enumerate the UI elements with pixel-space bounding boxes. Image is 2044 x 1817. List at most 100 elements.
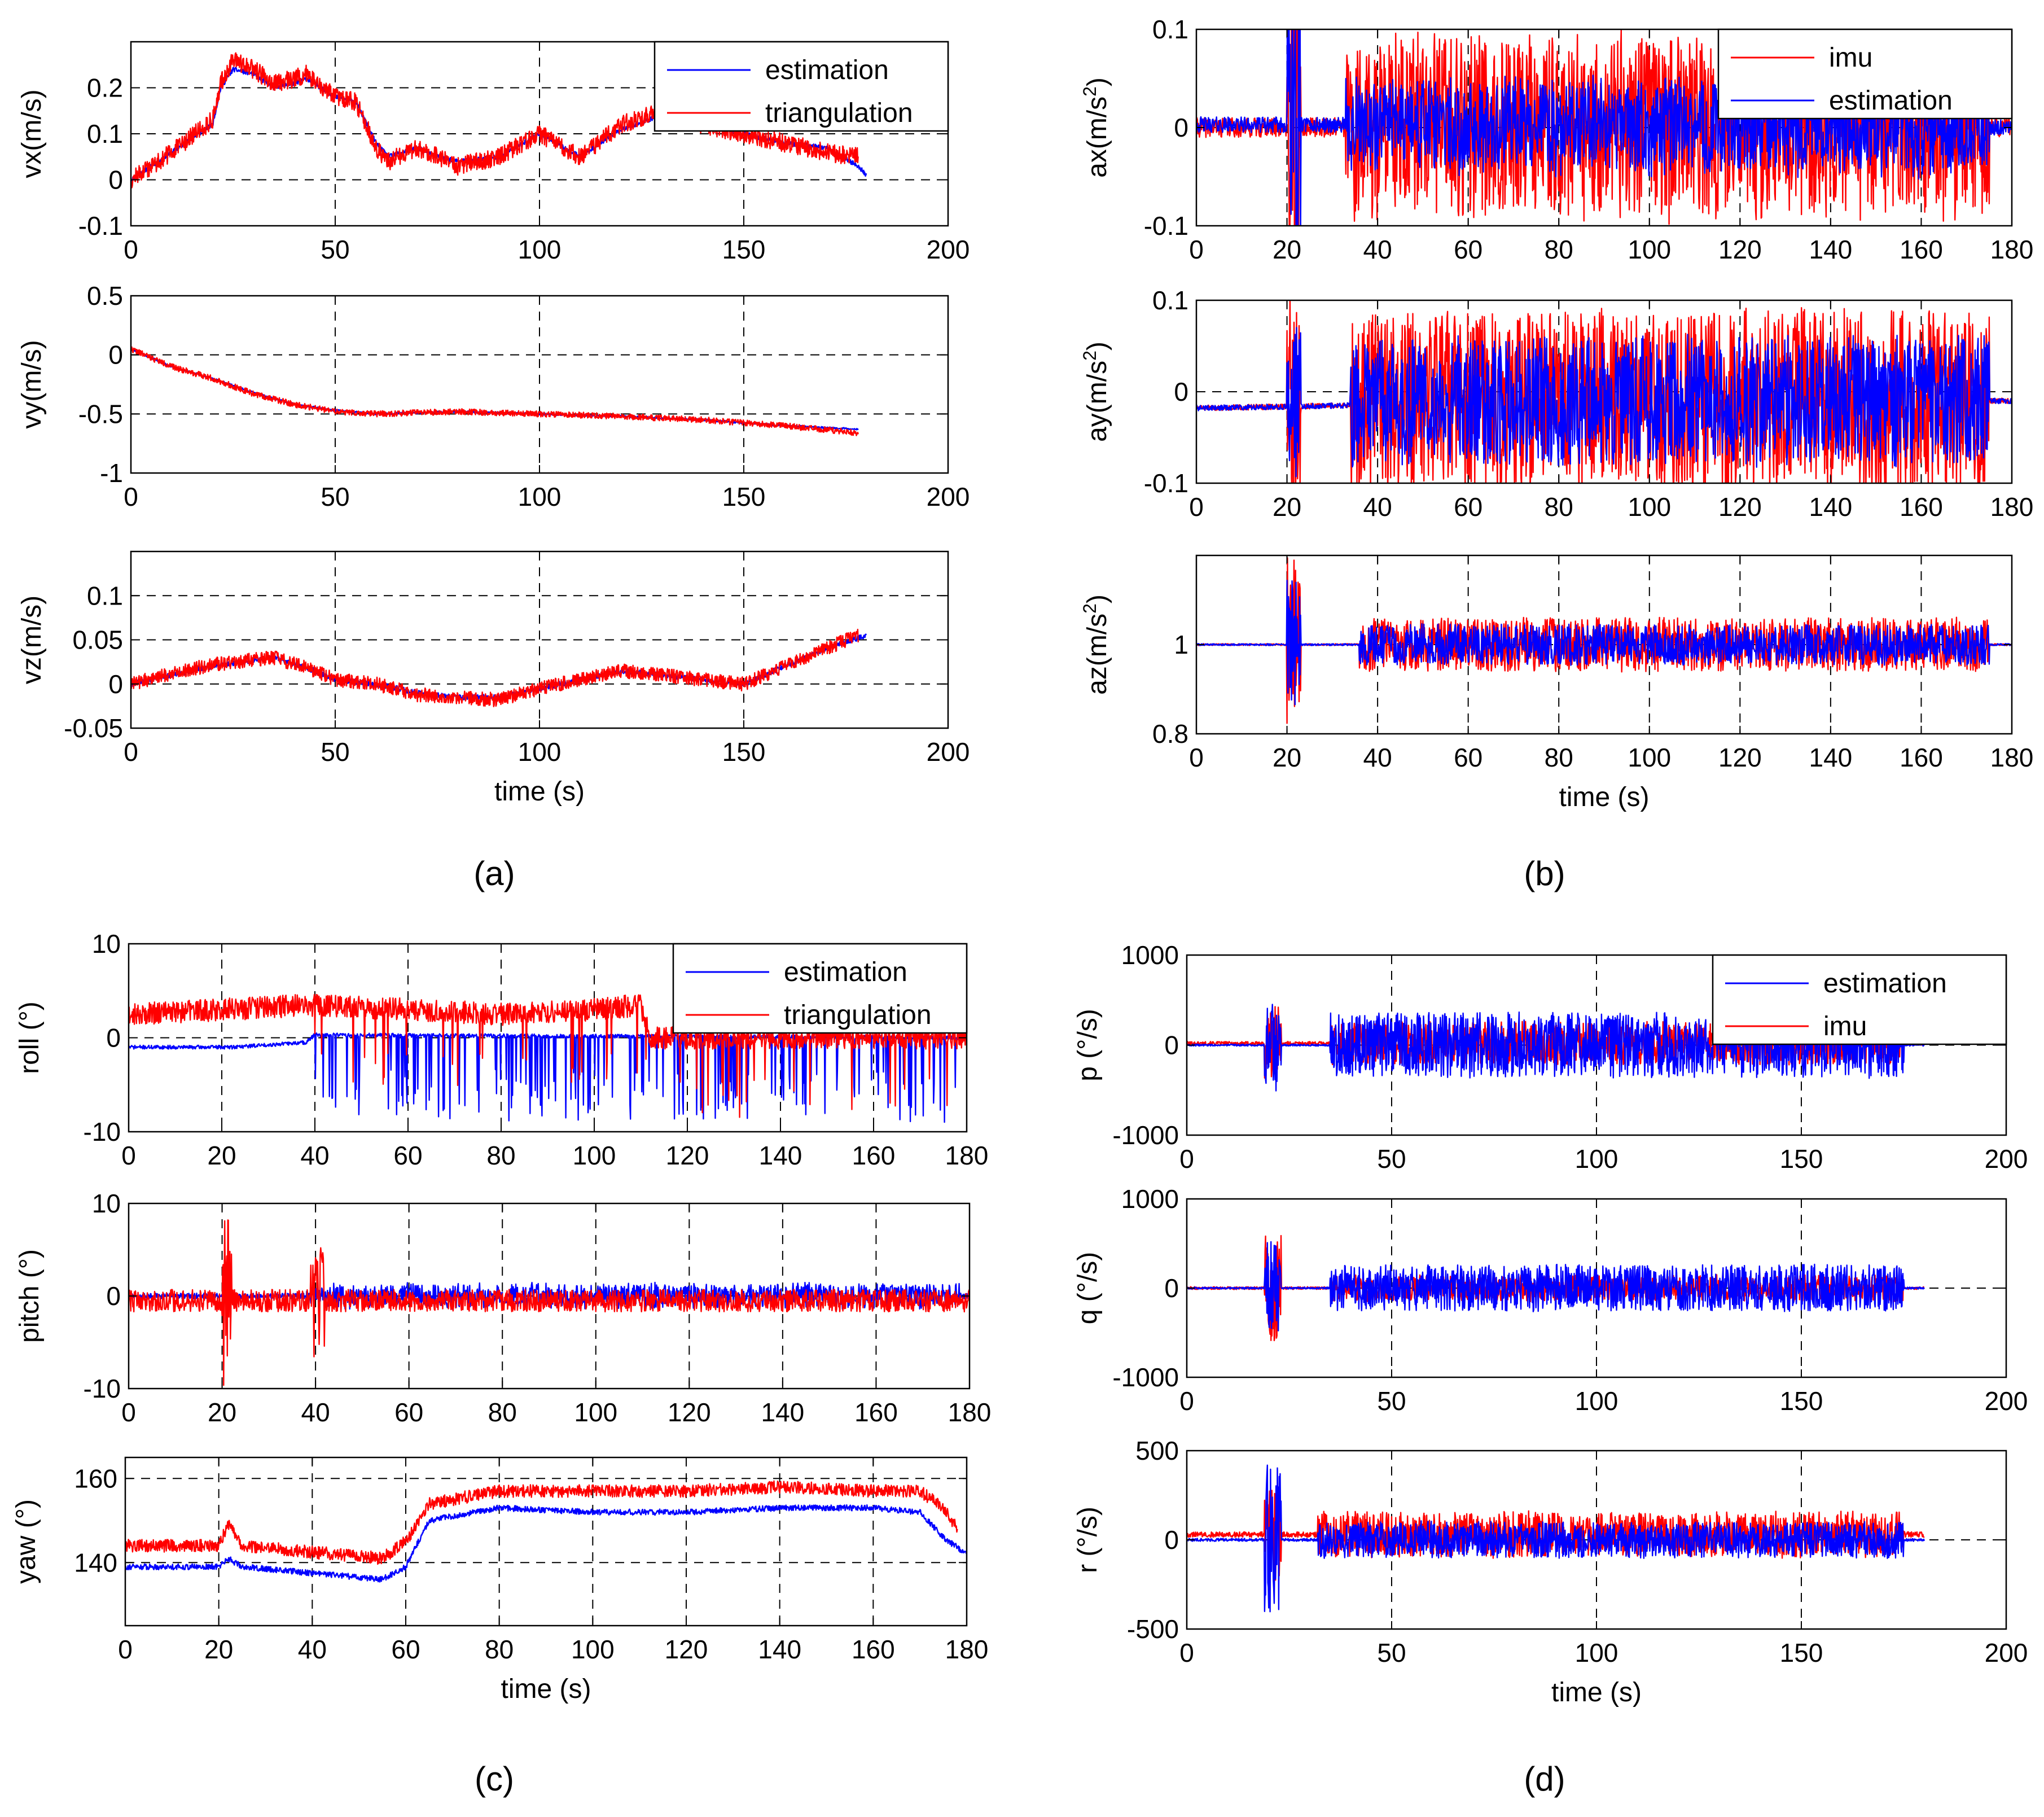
x-tick-label: 160	[1900, 743, 1943, 772]
y-tick-label: 0	[108, 165, 123, 195]
y-axis-label: vy(m/s)	[17, 340, 47, 428]
y-tick-label: 0.1	[87, 119, 123, 148]
chart-b3: 0 20 40 60 80 100 120 140 160 180 0.8 1 az(m/s2) time…	[1080, 554, 2034, 812]
x-tick-label: 50	[1377, 1144, 1406, 1174]
x-tick-label: 200	[927, 737, 970, 767]
x-tick-label: 100	[1575, 1638, 1618, 1667]
y-tick-label: 1000	[1121, 940, 1179, 970]
legend-label-triangulation: triangulation	[784, 1000, 932, 1030]
x-tick-label: 50	[1377, 1386, 1406, 1416]
x-tick-label: 50	[321, 737, 349, 767]
x-tick-label: 200	[1985, 1144, 2028, 1174]
y-tick-label: 140	[74, 1548, 117, 1577]
x-tick-label: 100	[1628, 492, 1671, 522]
y-axis-label: pitch (°)	[15, 1249, 45, 1343]
caption-b: (b)	[1524, 855, 1565, 892]
y-tick-label: 0.5	[87, 281, 123, 310]
y-axis-label: vx(m/s)	[17, 89, 47, 178]
x-tick-label: 180	[1990, 492, 2034, 522]
x-tick-label: 80	[486, 1141, 515, 1170]
series-estimation	[1196, 580, 2012, 706]
legend-label-imu: imu	[1823, 1012, 1867, 1041]
x-tick-label: 80	[485, 1635, 514, 1664]
legend-label-estimation: estimation	[1823, 969, 1947, 999]
legend-label-estimation: estimation	[784, 957, 907, 987]
series-triangulation	[131, 346, 859, 436]
y-tick-label: -0.1	[78, 211, 123, 240]
x-tick-label: 0	[1189, 492, 1204, 522]
x-tick-label: 160	[1900, 235, 1943, 264]
y-axis-label: az(m/s2)	[1080, 594, 1112, 695]
y-tick-label: 0	[1174, 113, 1188, 142]
x-tick-label: 180	[1990, 235, 2034, 264]
y-tick-label: 0	[108, 669, 123, 699]
chart-b2: 0 20 40 60 80 100 120 140 160 180-0.100.1ay(m/s2)	[1080, 286, 2033, 522]
x-tick-label: 200	[1985, 1386, 2028, 1416]
x-tick-label: 20	[1273, 743, 1301, 772]
x-tick-label: 20	[207, 1141, 236, 1170]
x-tick-label: 120	[1718, 743, 1762, 772]
y-tick-label: -10	[84, 1374, 121, 1403]
x-tick-label: 50	[1377, 1638, 1406, 1667]
x-tick-label: 80	[1545, 743, 1573, 772]
y-axis-label: r (°/s)	[1073, 1507, 1103, 1573]
chart-c3: 0 20 40 60 80 100 120 140 160 180 140 160 yaw (°) tim…	[11, 1456, 989, 1704]
y-tick-label: 10	[92, 929, 121, 958]
y-tick-label: -1000	[1112, 1120, 1179, 1150]
x-tick-label: 60	[391, 1635, 420, 1664]
x-tick-label: 200	[927, 235, 970, 264]
x-tick-label: 120	[665, 1635, 708, 1664]
x-tick-label: 100	[518, 482, 562, 511]
x-tick-label: 180	[948, 1398, 992, 1427]
legend-label-estimation: estimation	[1829, 86, 1953, 116]
legend-label-triangulation: triangulation	[765, 98, 913, 128]
x-tick-label: 60	[394, 1398, 423, 1427]
x-tick-label: 200	[1985, 1638, 2028, 1667]
y-tick-label: -10	[84, 1117, 121, 1146]
caption-d: (d)	[1524, 1760, 1565, 1798]
x-tick-label: 80	[1545, 235, 1573, 264]
series-imu	[1187, 1489, 1925, 1581]
x-tick-label: 60	[1454, 235, 1482, 264]
x-tick-label: 140	[1809, 235, 1853, 264]
x-tick-label: 40	[1363, 492, 1392, 522]
legend: imu estimation	[1717, 28, 2013, 120]
y-tick-label: -500	[1127, 1614, 1179, 1644]
x-tick-label: 0	[124, 235, 138, 264]
x-tick-label: 180	[1990, 743, 2034, 772]
x-tick-label: 0	[1189, 235, 1204, 264]
x-tick-label: 60	[1454, 743, 1482, 772]
x-tick-label: 120	[668, 1398, 711, 1427]
x-tick-label: 0	[1179, 1638, 1194, 1667]
x-tick-label: 0	[1179, 1144, 1194, 1174]
y-tick-label: 1	[1174, 630, 1188, 659]
y-tick-label: 0	[106, 1281, 121, 1311]
series-estimation	[125, 1504, 967, 1583]
y-tick-label: 0.1	[1152, 286, 1188, 315]
x-tick-label: 140	[1809, 743, 1853, 772]
x-tick-label: 100	[1575, 1386, 1618, 1416]
legend: estimation imu	[1712, 954, 2007, 1045]
series-triangulation	[129, 1219, 970, 1386]
y-tick-label: 0.8	[1152, 719, 1188, 748]
x-tick-label: 120	[1718, 492, 1762, 522]
series-estimation	[131, 633, 867, 700]
x-tick-label: 50	[321, 235, 349, 264]
x-tick-label: 180	[945, 1635, 989, 1664]
y-tick-label: -1000	[1112, 1363, 1179, 1392]
y-tick-label: 0.2	[87, 73, 123, 103]
x-tick-label: 140	[758, 1635, 801, 1664]
x-tick-label: 80	[1545, 492, 1573, 522]
x-tick-label: 150	[1780, 1386, 1823, 1416]
caption-a: (a)	[473, 855, 515, 892]
x-tick-label: 150	[722, 482, 766, 511]
x-tick-label: 100	[518, 235, 562, 264]
chart-a2: 0 50 100 150 200 -1 -0.5 0 0.5 vy(m/s)	[17, 281, 970, 511]
x-axis-label: time (s)	[494, 777, 585, 807]
y-tick-label: 0	[1164, 1273, 1179, 1303]
legend-label-estimation: estimation	[765, 55, 889, 85]
